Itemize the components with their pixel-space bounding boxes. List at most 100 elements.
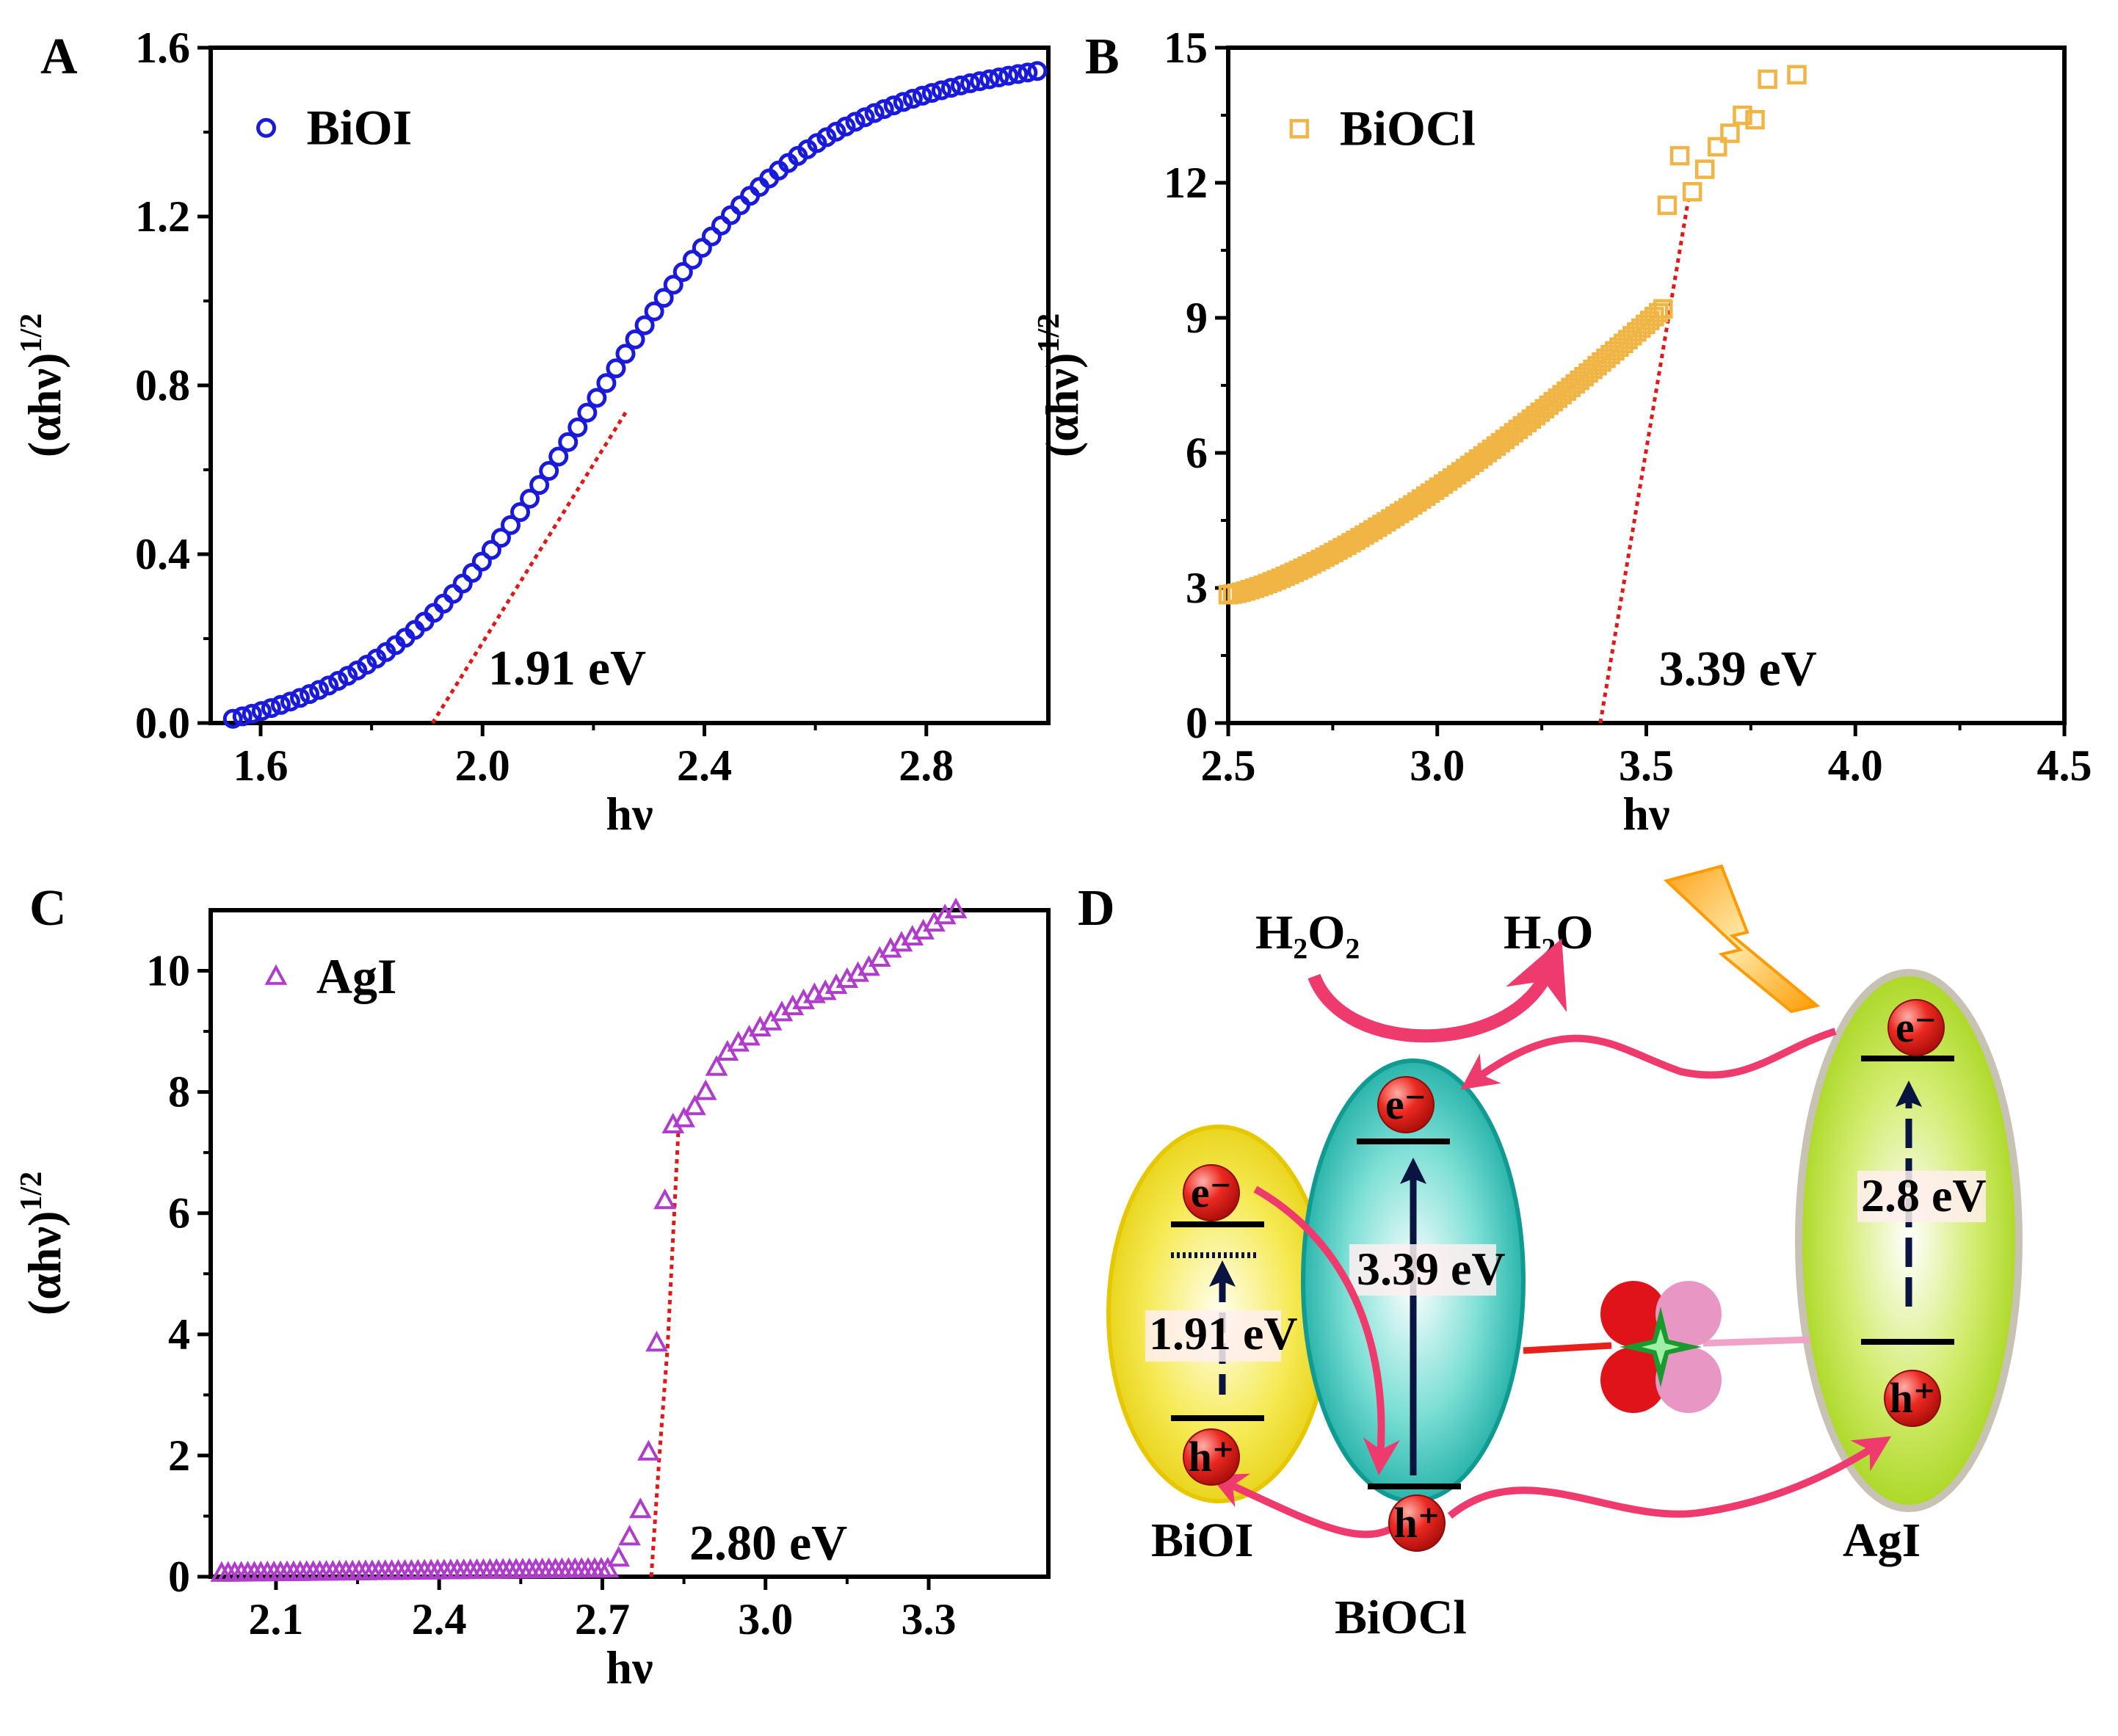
data-point-a	[539, 460, 559, 481]
y-tick-label-b: 0	[1186, 699, 1208, 747]
data-point-b	[1657, 195, 1678, 215]
data-point-a	[520, 488, 540, 509]
data-point-a	[835, 116, 856, 137]
data-point-a	[883, 95, 904, 116]
data-point-c	[653, 1188, 677, 1210]
agi-electron: e⁻	[1887, 999, 1945, 1056]
panel-letter-c: C	[29, 880, 67, 937]
y-tick-label-a: 0.4	[135, 530, 190, 578]
bioi-gap-bg	[1145, 1310, 1281, 1362]
data-point-c	[705, 1055, 728, 1076]
data-point-b	[1720, 123, 1740, 143]
data-point-a	[1018, 62, 1038, 83]
y-tick-label-b: 6	[1186, 429, 1208, 477]
panel-letter-b: B	[1085, 29, 1120, 85]
data-point-a	[672, 262, 693, 283]
x-axis-label-a: hν	[606, 788, 653, 840]
data-point-a	[979, 69, 1000, 90]
data-point-a	[270, 694, 291, 715]
data-point-a	[864, 103, 885, 123]
x-tick-label-b: 2.5	[1201, 741, 1256, 790]
data-point-c	[628, 1497, 652, 1519]
chart-c: 2.1 2.4 2.7 3.0 3.3 0 2 4 6 8 10 hν (αhν)1/2 AgI 2.80 …	[15, 897, 1051, 1693]
legend-label-a: BiOI	[307, 99, 413, 155]
data-point-a	[730, 195, 751, 216]
data-point-a	[587, 388, 607, 408]
agi-gap-bg	[1857, 1171, 1986, 1222]
data-point-a	[606, 358, 626, 379]
data-point-a	[970, 71, 990, 92]
band-gap-annotation-c: 2.80 eV	[689, 1515, 847, 1571]
data-point-a	[951, 75, 971, 95]
x-tick-label-a: 2.4	[677, 741, 732, 790]
data-point-a	[232, 706, 253, 727]
data-point-b	[1694, 159, 1715, 179]
data-point-a	[989, 67, 1009, 87]
hole-transfer-arrow-biocl-bioi	[1209, 1473, 1397, 1539]
data-point-a	[309, 680, 330, 700]
data-point-a	[433, 593, 454, 614]
data-point-a	[921, 83, 942, 103]
reaction-arrow	[1308, 938, 1567, 1043]
band-gap-annotation-b: 3.39 eV	[1659, 640, 1817, 696]
y-axis-label-a: (αhν)1/2	[15, 313, 70, 457]
y-tick-label-c: 8	[168, 1068, 190, 1116]
plot-frame-c	[208, 908, 1051, 1579]
x-tick-label-c: 2.7	[575, 1595, 630, 1644]
biocl-hole: h⁺	[1388, 1495, 1446, 1552]
data-point-b	[1708, 137, 1727, 157]
data-point-a	[567, 417, 588, 437]
x-tick-label-c: 2.4	[412, 1595, 467, 1644]
y-tick-label-b: 15	[1164, 23, 1208, 72]
data-point-a	[481, 540, 501, 560]
x-axis-label-b: hν	[1622, 788, 1669, 840]
data-point-b	[1669, 145, 1690, 166]
junction-line-left	[1523, 1342, 1612, 1354]
data-point-b	[1649, 302, 1669, 323]
data-point-a	[855, 107, 875, 128]
biocl-gap-bg	[1349, 1244, 1496, 1296]
data-point-a	[222, 708, 243, 729]
svg-text:e⁻: e⁻	[1385, 1081, 1426, 1128]
panel-letter-a: A	[40, 29, 78, 85]
bioi-hole: h⁺	[1183, 1428, 1240, 1486]
data-point-a	[300, 684, 320, 705]
data-point-a	[940, 78, 961, 98]
scheme-diagram: H₂O₂ H₂O 1.91 eV 3.39 eV 2.8 eV	[1106, 864, 2023, 1644]
data-point-a	[261, 698, 281, 719]
bioi-gap-label: 1.91 eV	[1149, 1307, 1298, 1359]
flower-icon	[1600, 1281, 1722, 1413]
data-point-a	[328, 671, 349, 691]
h2o-label: H₂O	[1504, 906, 1593, 959]
biocl-gap-label: 3.39 eV	[1357, 1243, 1506, 1295]
data-point-a	[663, 275, 683, 295]
data-point-b	[1733, 105, 1752, 126]
data-point-a	[1008, 64, 1029, 84]
data-point-b	[1682, 182, 1702, 202]
data-point-a	[701, 226, 722, 247]
data-point-a	[548, 446, 569, 467]
biocl-electron: e⁻	[1377, 1076, 1435, 1133]
data-point-a	[452, 573, 473, 594]
y-tick-label-a: 0.8	[135, 361, 190, 410]
data-point-a	[816, 127, 837, 148]
x-tick-label-a: 2.8	[899, 741, 954, 790]
data-point-c	[596, 1556, 620, 1578]
agi-label: AgI	[1843, 1514, 1921, 1567]
agi-gap-label: 2.8 eV	[1861, 1169, 1987, 1221]
y-axis-label-c: (αhν)1/2	[15, 1172, 70, 1315]
x-tick-label-b: 4.0	[1828, 741, 1883, 790]
data-point-a	[251, 701, 272, 722]
svg-text:h⁺: h⁺	[1189, 1433, 1235, 1481]
data-point-a	[912, 85, 932, 106]
data-point-a	[500, 515, 521, 535]
y-tick-label-c: 6	[168, 1189, 190, 1238]
data-point-c	[683, 1094, 706, 1116]
electron-transfer-arrow-bioi-biocl	[1253, 1185, 1400, 1475]
data-point-a	[596, 373, 617, 393]
data-point-a	[280, 691, 300, 712]
data-point-b	[1758, 69, 1777, 90]
junction-line-right	[1702, 1336, 1810, 1347]
data-point-a	[711, 215, 731, 236]
bioi-electron: e⁻	[1183, 1164, 1240, 1221]
